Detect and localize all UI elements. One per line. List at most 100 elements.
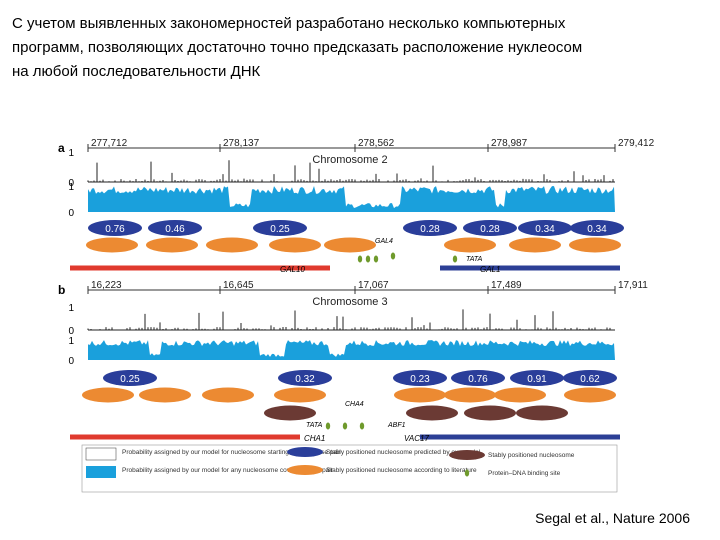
gene-label: GAL1 [480, 265, 500, 274]
legend-text: Stably positioned nucleosome predicted b… [326, 449, 481, 456]
nucleosome-score: 0.34 [587, 224, 607, 235]
gene-label: GAL10 [280, 265, 305, 274]
nucleosome-score: 0.25 [270, 224, 290, 235]
literature-nucleosome [274, 387, 326, 403]
literature-nucleosome [146, 237, 198, 253]
position-label: 277,712 [91, 138, 128, 149]
citation: Segal et al., Nature 2006 [535, 510, 690, 526]
track-label: 0 [68, 356, 74, 367]
legend-text: Protein–DNA binding site [488, 470, 561, 477]
signal-area [88, 186, 615, 212]
nucleosome-score: 0.76 [105, 224, 125, 235]
position-label: 17,489 [491, 280, 522, 291]
panel-label: b [58, 283, 65, 297]
predicted-nucleosome [570, 220, 624, 236]
literature-nucleosome [82, 387, 134, 403]
binding-site [390, 252, 396, 260]
binding-site [342, 422, 348, 430]
literature-nucleosome [564, 387, 616, 403]
chromosome-label: Chromosome 2 [312, 154, 387, 166]
binding-site [373, 255, 379, 263]
literature-nucleosome [494, 387, 546, 403]
literature-nucleosome [206, 237, 258, 253]
track-label: 0 [68, 326, 74, 337]
position-label: 278,562 [358, 138, 395, 149]
panel-label: a [58, 141, 65, 155]
binding-site [325, 422, 331, 430]
site-label: TATA [306, 422, 323, 429]
site-label: ABF1 [387, 422, 406, 429]
nucleosome-score: 0.34 [535, 224, 555, 235]
stable-nucleosome [464, 405, 516, 421]
legend-box [81, 444, 618, 493]
site-label: CHA4 [345, 401, 364, 408]
position-label: 16,645 [223, 280, 254, 291]
gene-label: CHA1 [304, 434, 325, 443]
predicted-nucleosome [563, 370, 617, 386]
track-label: 1 [68, 336, 74, 347]
track-label: 0 [68, 178, 74, 189]
signal-area [88, 340, 615, 360]
legend-icon [287, 447, 323, 457]
track-label: 1 [68, 303, 74, 314]
position-label: 279,412 [618, 138, 655, 149]
position-label: 278,137 [223, 138, 260, 149]
literature-nucleosome [394, 387, 446, 403]
nucleosome-score: 0.32 [295, 374, 315, 385]
binding-site [452, 255, 458, 263]
nucleosome-score: 0.62 [580, 374, 600, 385]
binding-site [359, 422, 365, 430]
nucleosome-score: 0.28 [420, 224, 440, 235]
figure: a 277,712 278,137 278,562 278,987 279,412 Chro… [58, 138, 655, 493]
signal-lines [87, 309, 614, 330]
predicted-nucleosome [403, 220, 457, 236]
chromosome-label: Chromosome 3 [312, 296, 387, 308]
legend-text: Stably positioned nucleosome [488, 452, 575, 459]
literature-nucleosome [509, 237, 561, 253]
predicted-nucleosome [518, 220, 572, 236]
stable-nucleosome [516, 405, 568, 421]
literature-nucleosome [202, 387, 254, 403]
slide-text: программ, позволяющих достаточно точно п… [12, 39, 582, 56]
literature-nucleosome [139, 387, 191, 403]
literature-nucleosome [444, 237, 496, 253]
track-label: 1 [68, 182, 74, 193]
legend-icon [86, 466, 116, 478]
binding-site [365, 255, 371, 263]
track-label: 1 [68, 148, 74, 159]
stable-nucleosome [406, 405, 458, 421]
binding-site [357, 255, 363, 263]
legend-icon [449, 450, 485, 460]
predicted-nucleosome [253, 220, 307, 236]
nucleosome-score: 0.25 [120, 374, 140, 385]
nucleosome-score: 0.28 [480, 224, 500, 235]
predicted-nucleosome [393, 370, 447, 386]
position-label: 17,067 [358, 280, 389, 291]
predicted-nucleosome [463, 220, 517, 236]
predicted-nucleosome [278, 370, 332, 386]
predicted-nucleosome [510, 370, 564, 386]
legend-text: Probability assigned by our model for nu… [122, 449, 341, 456]
nucleosome-score: 0.23 [410, 374, 430, 385]
literature-nucleosome [86, 237, 138, 253]
predicted-nucleosome [103, 370, 157, 386]
predicted-nucleosome [451, 370, 505, 386]
stable-nucleosome [264, 405, 316, 421]
literature-nucleosome [324, 237, 376, 253]
literature-nucleosome [444, 387, 496, 403]
nucleosome-score: 0.76 [468, 374, 488, 385]
legend-text: Stably positioned nucleosome according t… [326, 467, 477, 474]
signal-lines [87, 160, 614, 182]
literature-nucleosome [569, 237, 621, 253]
position-label: 16,223 [91, 280, 122, 291]
literature-nucleosome [269, 237, 321, 253]
legend-icon [85, 447, 117, 461]
slide-text: на любой последовательности ДНК [12, 63, 261, 80]
slide-text: С учетом выявленных закономерностей разр… [12, 15, 566, 32]
nucleosome-score: 0.91 [527, 374, 547, 385]
position-label: 17,911 [618, 280, 648, 291]
predicted-nucleosome [148, 220, 202, 236]
site-label: TATA [466, 256, 483, 263]
gene-label: VAC17 [404, 434, 429, 443]
